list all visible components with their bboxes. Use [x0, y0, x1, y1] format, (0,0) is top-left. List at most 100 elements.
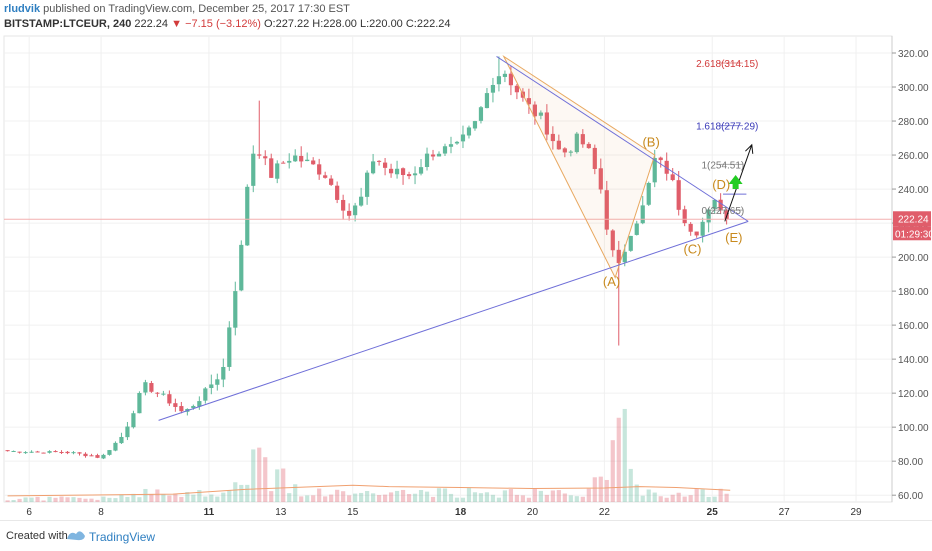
candle-body: [251, 153, 256, 186]
candle-body: [382, 162, 388, 168]
candle-body: [101, 454, 106, 459]
volume-bar: [5, 500, 10, 502]
candles: [5, 56, 729, 460]
price-change: −7.15 (−3.12%): [185, 18, 261, 30]
candle-body: [35, 451, 40, 453]
volume-bar: [23, 497, 28, 502]
volume-bar: [454, 497, 460, 502]
candle-body: [466, 127, 472, 136]
volume-bar: [239, 484, 244, 502]
volume-bar: [658, 496, 663, 502]
candle-body: [634, 223, 639, 235]
volume-bar: [580, 496, 585, 502]
candle-body: [149, 383, 154, 392]
candle-body: [616, 249, 621, 264]
candle-body: [371, 161, 376, 174]
candle-body: [245, 186, 250, 246]
volume-bar: [418, 489, 424, 502]
plot-frame: [3, 35, 893, 503]
volume-bar: [556, 490, 561, 502]
candle-body: [418, 167, 424, 174]
volume-bar: [359, 492, 364, 502]
candle-body: [388, 168, 394, 174]
fib-level-label: 0(227.65): [701, 206, 744, 217]
volume-bar: [574, 496, 579, 502]
time-tick-label: 27: [779, 507, 791, 518]
price-tick-label: 240.00: [898, 185, 929, 196]
price-tick-label: 180.00: [898, 287, 929, 298]
volume-bar: [143, 488, 148, 502]
candle-body: [454, 141, 460, 144]
candle-body: [484, 93, 490, 109]
volume-bar: [47, 496, 52, 502]
candle-body: [23, 452, 28, 454]
candle-body: [508, 73, 514, 86]
volume-bar: [41, 500, 46, 502]
volume-bar: [53, 497, 58, 502]
price-tick-label: 260.00: [898, 151, 929, 162]
candle-body: [628, 235, 633, 251]
tradingview-brand[interactable]: TradingView: [89, 530, 156, 544]
volume-bar: [293, 484, 298, 502]
volume-bar: [472, 492, 478, 502]
candle-body: [514, 85, 520, 93]
volume-bar: [65, 497, 70, 502]
wave-label: (C): [683, 242, 701, 257]
last-price-label: 222.24: [898, 214, 929, 225]
candle-body: [580, 134, 585, 145]
time-tick-label: 6: [26, 507, 32, 518]
candle-body: [293, 155, 298, 162]
volume-bar: [388, 492, 394, 502]
candle-body: [598, 168, 603, 190]
price-tick-label: 100.00: [898, 423, 929, 434]
candle-body: [197, 401, 202, 407]
time-tick-label: 13: [275, 507, 287, 518]
volume-bar: [155, 489, 160, 502]
volume-bar: [448, 493, 454, 502]
author-link[interactable]: rludvik: [4, 3, 41, 15]
candle-body: [17, 451, 22, 453]
price-tick-label: 160.00: [898, 321, 929, 332]
volume-bar: [478, 493, 484, 502]
volume-bar: [700, 489, 705, 502]
volume-bar: [436, 488, 442, 502]
candle-body: [532, 104, 537, 117]
axes: 60.00 80.00 100.00 120.00 140.00 160.00 180.00…: [26, 36, 932, 518]
volume-bar: [251, 449, 256, 502]
volume-bar: [149, 493, 154, 502]
volume-bar: [634, 484, 639, 502]
candle-body: [394, 168, 400, 175]
volume-bar: [29, 497, 34, 502]
volume-bar: [113, 498, 118, 502]
candle-body: [604, 190, 609, 230]
candle-body: [215, 379, 220, 385]
price-tick-label: 280.00: [898, 117, 929, 128]
volume-bar: [682, 496, 687, 502]
volume-bar: [592, 477, 597, 502]
volume-ma-line: [7, 484, 731, 497]
price-tick-label: 300.00: [898, 83, 929, 94]
volume-bar: [376, 495, 382, 502]
candle-body: [299, 155, 304, 162]
candle-body: [574, 133, 579, 153]
candle-body: [41, 452, 46, 454]
time-tick-label: 29: [850, 507, 862, 518]
volume-bar: [424, 491, 430, 502]
volume-bar: [508, 489, 514, 502]
volume-bar: [688, 495, 693, 502]
candle-body: [592, 147, 597, 169]
candle-body: [317, 164, 322, 175]
candle-body: [496, 76, 502, 85]
volume-bar: [89, 498, 94, 502]
price-chart[interactable]: 2.618(314.15) 1.618(277.29) 1(254.51) 0(227…: [0, 34, 932, 520]
volume-bar: [532, 488, 537, 502]
volume-bar: [400, 489, 406, 502]
volume-bar: [502, 490, 508, 502]
volume-bar: [406, 494, 412, 502]
volume-bar: [119, 494, 124, 502]
volume-bar: [317, 488, 322, 502]
time-tick-label: 20: [527, 507, 539, 518]
candle-body: [77, 452, 82, 454]
volume-bar: [371, 493, 376, 502]
volume-bar: [514, 494, 520, 502]
